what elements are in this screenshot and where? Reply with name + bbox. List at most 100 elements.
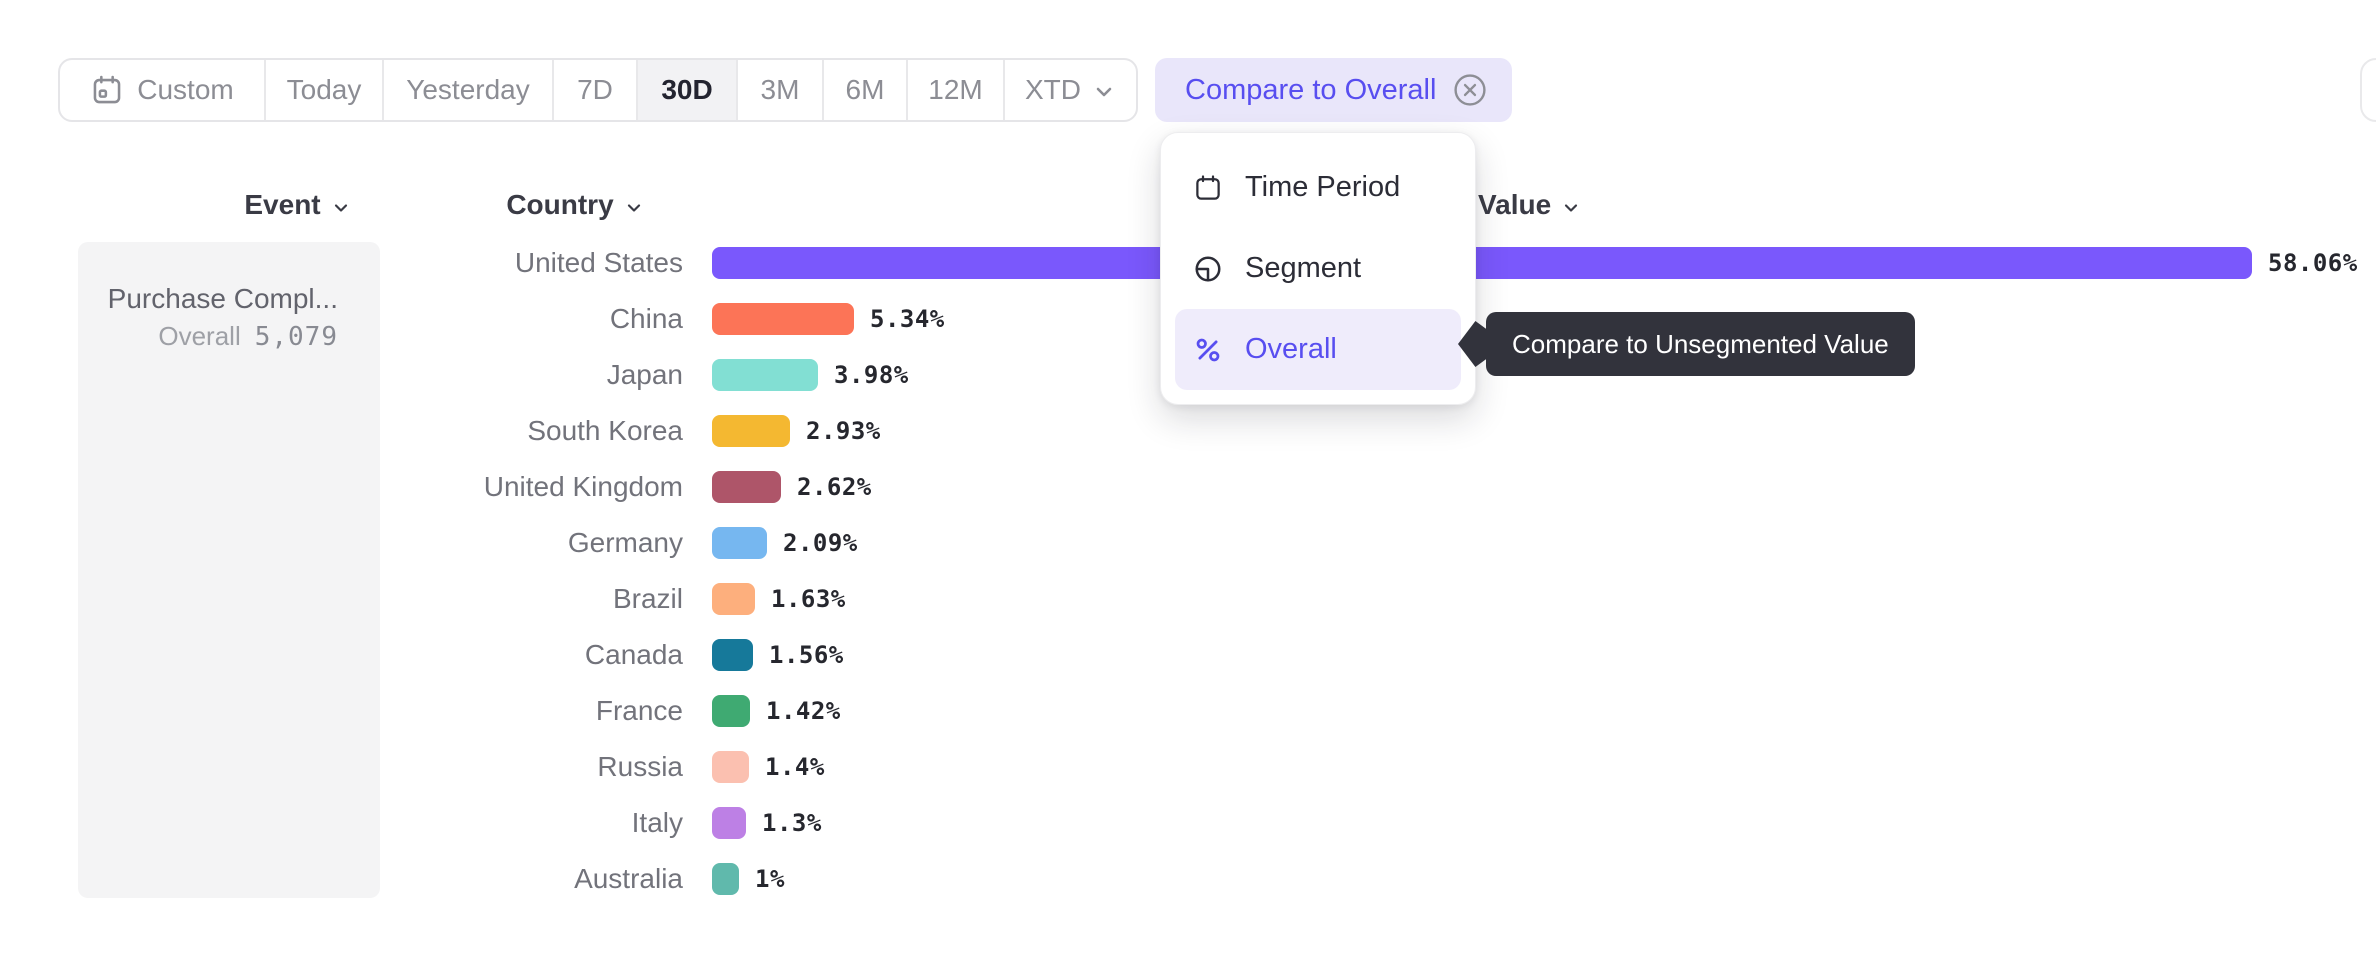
segment-icon: [1193, 254, 1223, 284]
event-overall-value: 5,079: [254, 322, 338, 352]
country-bar[interactable]: [712, 303, 854, 335]
tooltip-box: Compare to Unsegmented Value: [1486, 312, 1915, 376]
preset-label: Custom: [137, 74, 234, 105]
country-label: United States: [514, 247, 683, 278]
country-label: United Kingdom: [483, 471, 683, 502]
preset-3m[interactable]: 3M: [738, 60, 824, 120]
event-panel[interactable]: Purchase Compl... Overall 5,079: [78, 242, 380, 898]
country-label: Russia: [597, 751, 683, 782]
column-header-country-label: Country: [506, 189, 614, 220]
chevron-right-icon: [1423, 177, 1445, 199]
country-label: Germany: [567, 527, 683, 558]
country-bar[interactable]: [712, 639, 753, 671]
compare-dropdown-menu: Time Period Segment Overall: [1160, 132, 1476, 405]
column-header-value-label: Value: [1478, 189, 1552, 220]
country-bar-chart: United States 58.06% China 5.34% Japan 3…: [420, 235, 2376, 907]
preset-30d[interactable]: 30D: [638, 60, 738, 120]
country-label: Italy: [631, 807, 683, 838]
country-value: 1.4%: [765, 753, 825, 781]
chart-row-united-kingdom: United Kingdom 2.62%: [420, 459, 2376, 515]
column-header-event[interactable]: Event: [180, 185, 415, 225]
menu-item-label: Time Period: [1245, 171, 1401, 203]
chart-row-australia: Australia 1%: [420, 851, 2376, 907]
preset-xtd[interactable]: XTD: [1005, 60, 1136, 120]
chart-row-germany: Germany 2.09%: [420, 515, 2376, 571]
chevron-down-icon: [1092, 80, 1116, 104]
date-range-toolbar: Custom Today Yesterday 7D 30D 3M 6M 12M …: [58, 58, 1138, 122]
event-overall-row: Overall 5,079: [78, 318, 338, 355]
preset-today[interactable]: Today: [266, 60, 384, 120]
event-name: Purchase Compl...: [107, 283, 338, 314]
country-value: 5.34%: [870, 305, 945, 333]
country-value: 1.3%: [762, 809, 822, 837]
country-label: Australia: [574, 863, 683, 894]
preset-label: 3M: [760, 74, 800, 105]
event-overall-label: Overall: [158, 321, 241, 351]
preset-7d[interactable]: 7D: [554, 60, 638, 120]
country-value: 1.42%: [766, 697, 841, 725]
column-header-event-label: Event: [244, 189, 321, 220]
calendar-icon: [1193, 173, 1223, 203]
country-label: France: [595, 695, 683, 726]
calendar-custom-icon: [90, 73, 124, 107]
country-bar[interactable]: [712, 527, 767, 559]
chart-row-russia: Russia 1.4%: [420, 739, 2376, 795]
column-header-country[interactable]: Country: [460, 185, 690, 225]
close-circle-icon[interactable]: [1452, 72, 1488, 108]
country-value: 1.63%: [771, 585, 846, 613]
chart-row-china: China 5.34%: [420, 291, 2376, 347]
chart-row-south-korea: South Korea 2.93%: [420, 403, 2376, 459]
preset-yesterday[interactable]: Yesterday: [384, 60, 554, 120]
chevron-down-icon: [1561, 198, 1581, 218]
country-bar[interactable]: [712, 415, 790, 447]
chart-row-france: France 1.42%: [420, 683, 2376, 739]
country-bar[interactable]: [712, 807, 746, 839]
preset-label: Yesterday: [406, 74, 530, 105]
preset-label: 7D: [577, 74, 613, 105]
preset-label: Today: [286, 74, 362, 105]
chart-row-japan: Japan 3.98%: [420, 347, 2376, 403]
preset-12m[interactable]: 12M: [908, 60, 1005, 120]
percent-icon: [1193, 335, 1223, 365]
menu-item-time-period[interactable]: Time Period: [1175, 147, 1461, 228]
compare-to-overall-label: Compare to Overall: [1185, 73, 1437, 106]
right-edge-partial-button[interactable]: [2360, 58, 2376, 122]
preset-6m[interactable]: 6M: [824, 60, 908, 120]
country-label: China: [609, 303, 683, 334]
country-bar[interactable]: [712, 583, 755, 615]
chevron-down-icon: [331, 198, 351, 218]
country-bar[interactable]: [712, 247, 2252, 279]
country-label: Japan: [606, 359, 683, 390]
chart-row-italy: Italy 1.3%: [420, 795, 2376, 851]
menu-item-label: Segment: [1245, 252, 1362, 284]
country-value: 2.09%: [783, 529, 858, 557]
menu-item-label: Overall: [1245, 333, 1337, 365]
tooltip-arrow: [1458, 321, 1488, 367]
preset-label: 30D: [661, 74, 713, 105]
country-bar[interactable]: [712, 863, 739, 895]
country-value: 2.62%: [797, 473, 872, 501]
country-bar[interactable]: [712, 751, 749, 783]
menu-item-segment[interactable]: Segment: [1175, 228, 1461, 309]
menu-item-overall[interactable]: Overall: [1175, 309, 1461, 390]
chart-row-brazil: Brazil 1.63%: [420, 571, 2376, 627]
preset-label: XTD: [1025, 74, 1081, 105]
chevron-down-icon: [624, 198, 644, 218]
country-label: Brazil: [612, 583, 683, 614]
compare-to-overall-button[interactable]: Compare to Overall: [1155, 58, 1513, 122]
country-bar[interactable]: [712, 695, 750, 727]
preset-label: 12M: [928, 74, 983, 105]
country-bar[interactable]: [712, 471, 781, 503]
country-value: 3.98%: [834, 361, 909, 389]
preset-custom[interactable]: Custom: [60, 60, 266, 120]
country-label: Canada: [584, 639, 683, 670]
country-value: 58.06%: [2268, 249, 2358, 277]
country-bar[interactable]: [712, 359, 818, 391]
tooltip-text: Compare to Unsegmented Value: [1512, 328, 1889, 359]
column-header-value[interactable]: Value: [1478, 185, 1581, 225]
preset-label: 6M: [845, 74, 885, 105]
tooltip: Compare to Unsegmented Value: [1458, 312, 1915, 376]
chart-row-canada: Canada 1.56%: [420, 627, 2376, 683]
country-value: 2.93%: [806, 417, 881, 445]
